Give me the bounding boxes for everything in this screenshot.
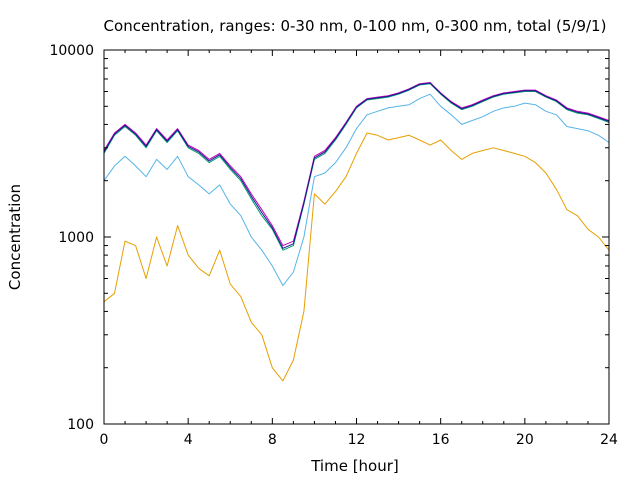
series-line-1 (103, 132, 610, 382)
y-tick-label: 1000 (58, 230, 94, 246)
x-tick-label: 0 (100, 432, 109, 448)
x-tick-label: 4 (184, 432, 193, 448)
x-tick-label: 12 (348, 432, 366, 448)
x-tick-label: 20 (516, 432, 534, 448)
series-line-2 (103, 93, 610, 287)
plot-frame (103, 49, 610, 425)
y-tick-label: 100 (67, 417, 94, 433)
series-layer (103, 82, 610, 382)
x-tick-label: 16 (432, 432, 450, 448)
x-axis-label: Time [hour] (310, 457, 399, 475)
series-line-4 (103, 82, 610, 247)
series-line-5 (103, 82, 610, 249)
y-axis-label: Concentration (6, 184, 24, 290)
y-tick-label: 10000 (49, 43, 94, 59)
x-tick-label: 24 (600, 432, 618, 448)
x-tick-label: 8 (268, 432, 277, 448)
series-line-3 (103, 83, 610, 251)
chart-title: Concentration, ranges: 0-30 nm, 0-100 nm… (104, 17, 607, 35)
